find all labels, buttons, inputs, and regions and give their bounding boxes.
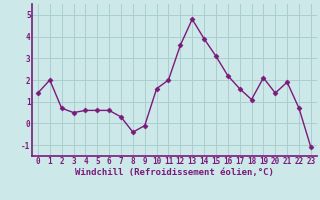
X-axis label: Windchill (Refroidissement éolien,°C): Windchill (Refroidissement éolien,°C) — [75, 168, 274, 177]
